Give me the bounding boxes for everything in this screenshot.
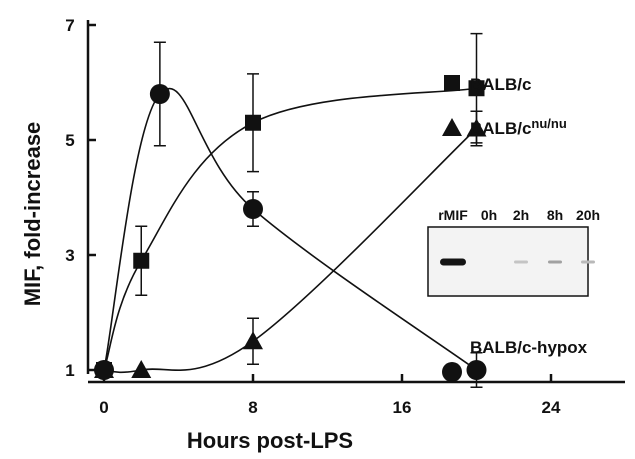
- series-0-line: [103, 87, 477, 371]
- error-bars: [135, 32, 483, 388]
- blot-band: [440, 258, 466, 266]
- axes: 1 3 5 7 0 8 16 24: [65, 16, 625, 417]
- lane-label: 8h: [547, 207, 563, 223]
- circle-marker: [243, 199, 263, 219]
- legend-triangle-marker: [442, 118, 462, 136]
- lane-label: 2h: [513, 207, 529, 223]
- y-tick-label: 5: [65, 131, 74, 150]
- x-tick-label: 8: [248, 398, 257, 417]
- triangle-marker: [466, 118, 487, 137]
- square-marker: [468, 80, 485, 97]
- blot-band: [548, 260, 562, 264]
- legend-label-balbc: BALB/c: [470, 75, 531, 94]
- y-axis-title: MIF, fold-increase: [20, 122, 45, 307]
- series-1-line: [103, 127, 478, 374]
- x-axis-title: Hours post-LPS: [187, 428, 353, 453]
- legend-label-balbc-nunu-base: BALB/c: [470, 119, 531, 138]
- data-markers: [94, 75, 487, 382]
- western-blot-inset: rMIF 0h 2h 8h 20h: [427, 207, 600, 297]
- y-tick-label: 3: [65, 246, 74, 265]
- legend-circle-marker: [442, 362, 462, 382]
- x-tick-label: 24: [542, 398, 561, 417]
- lane-label: rMIF: [438, 207, 468, 223]
- x-tick-label: 16: [393, 398, 412, 417]
- fit-curves: [103, 87, 478, 374]
- legend-label-balbc-hypox: BALB/c-hypox: [470, 338, 588, 357]
- circle-marker: [466, 360, 487, 380]
- lane-label: 0h: [481, 207, 497, 223]
- blot-band: [514, 260, 528, 264]
- triangle-marker: [131, 360, 152, 378]
- y-tick-label: 1: [65, 361, 74, 380]
- square-marker: [133, 252, 150, 269]
- circle-marker: [94, 360, 114, 380]
- legend-square-marker: [444, 75, 460, 91]
- legend-label-balbc-nunu-sup: nu/nu: [531, 116, 566, 131]
- circle-marker: [149, 84, 170, 104]
- series-2-line: [103, 87, 477, 371]
- x-tick-label: 0: [99, 398, 108, 417]
- lane-label: 20h: [576, 207, 600, 223]
- triangle-marker: [243, 331, 263, 350]
- blot-band: [581, 260, 595, 264]
- y-tick-label: 7: [65, 16, 74, 35]
- legend-label-balbc-nunu: BALB/cnu/nu: [470, 116, 567, 138]
- square-marker: [245, 114, 261, 131]
